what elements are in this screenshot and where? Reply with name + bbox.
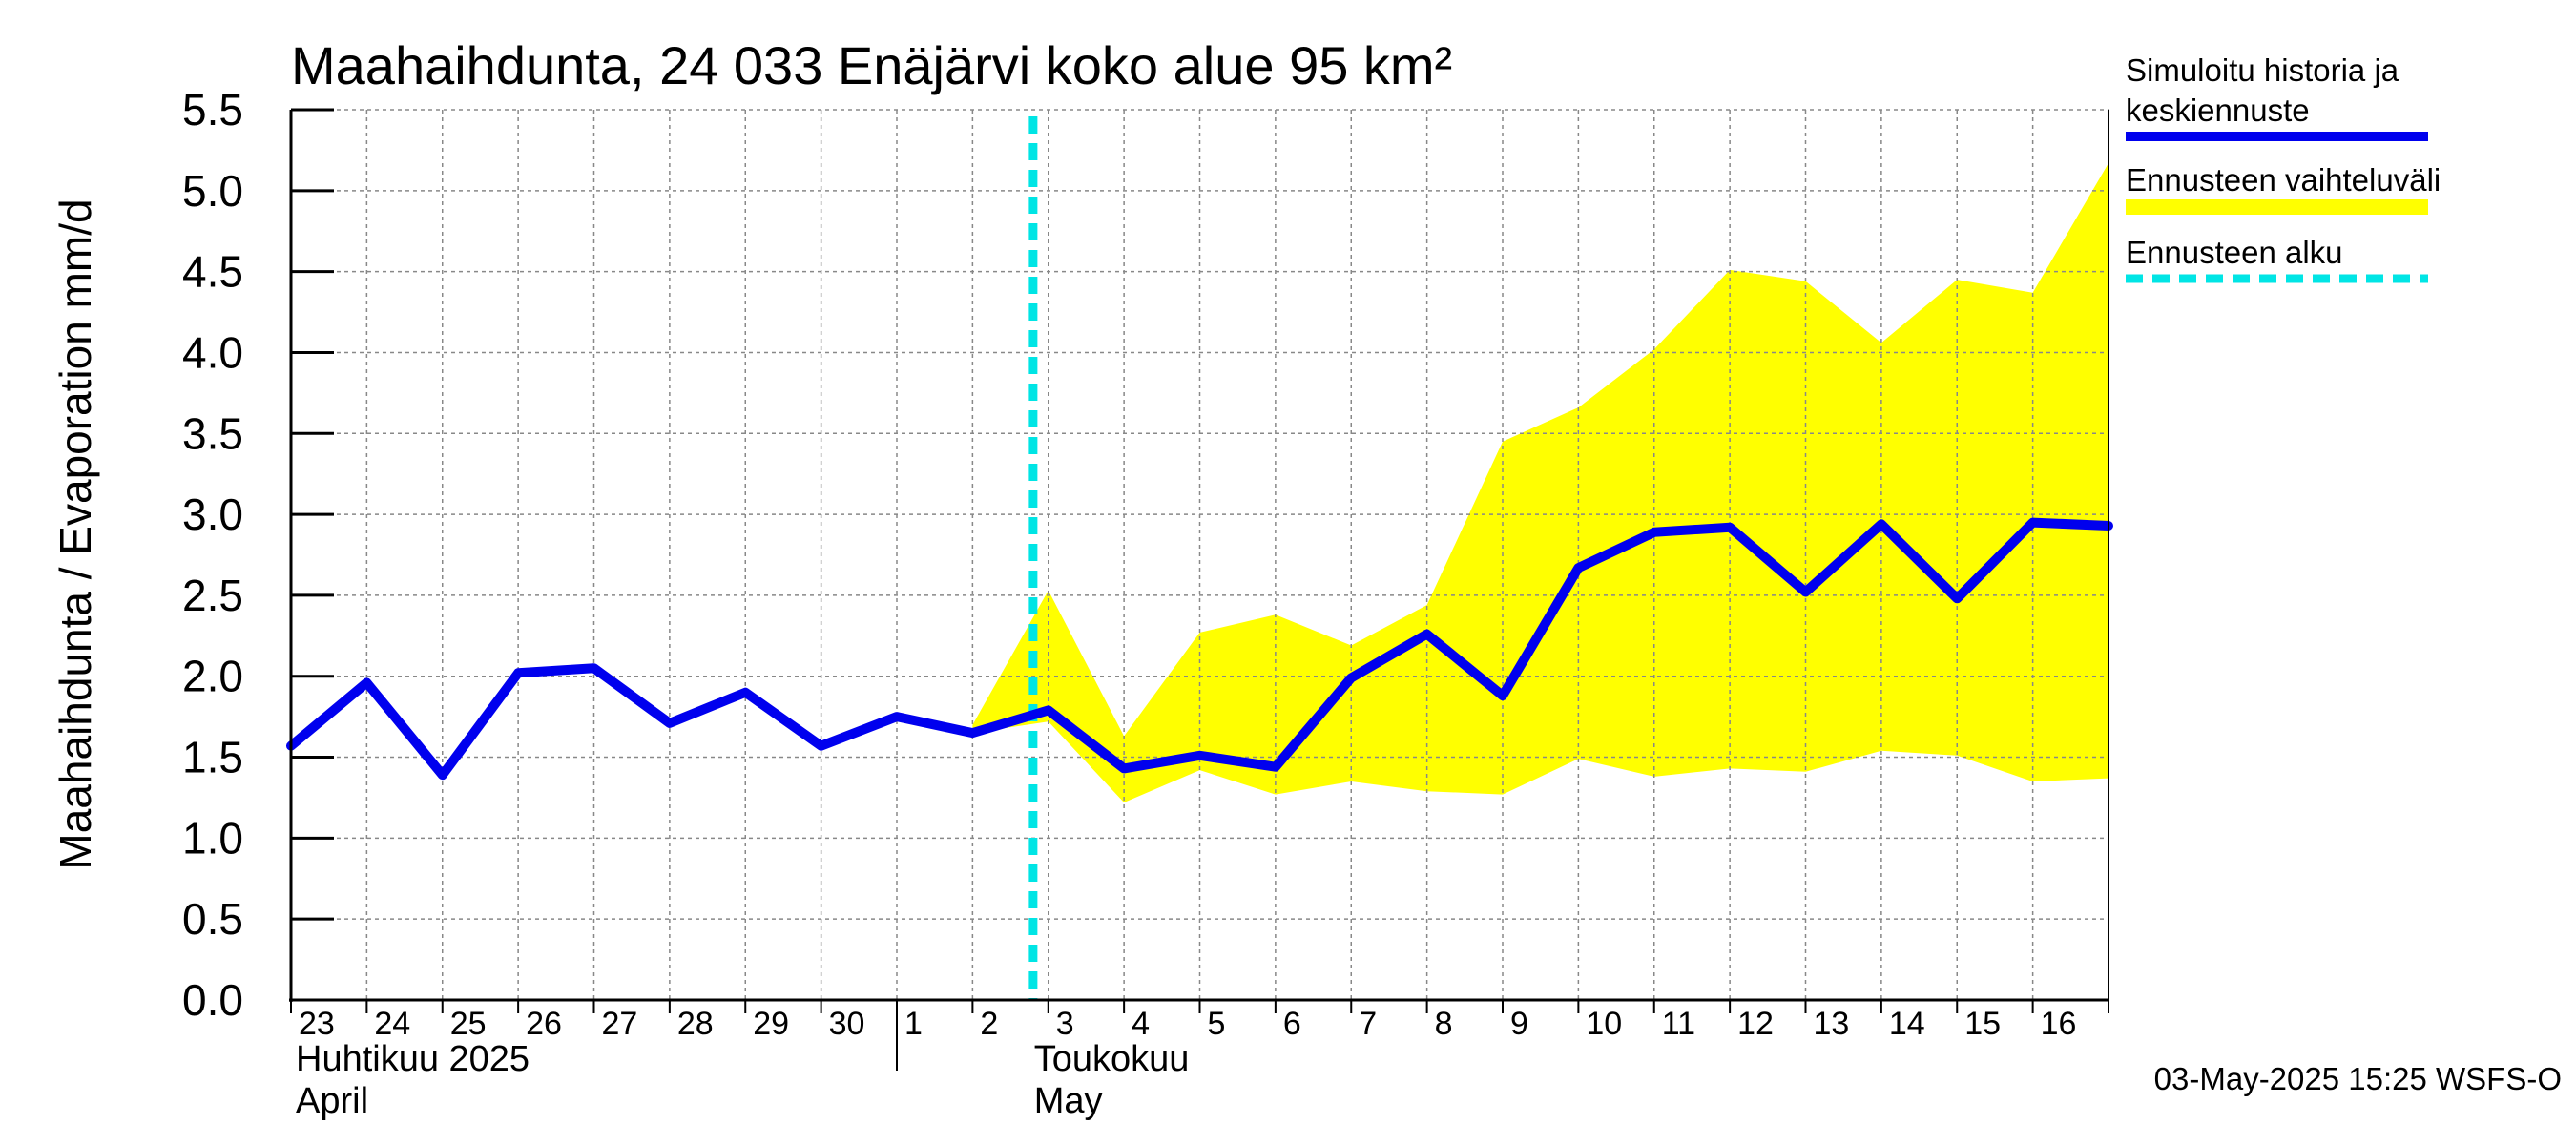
x-tick-label: 23 — [299, 1006, 335, 1042]
x-tick-label: 6 — [1283, 1006, 1301, 1042]
month-label-english: May — [1034, 1081, 1103, 1121]
chart-title: Maahaihdunta, 24 033 Enäjärvi koko alue … — [291, 35, 1452, 95]
y-tick-labels: 0.0 0.5 1.0 1.5 2.0 2.5 3.0 3.5 4.0 4.5 5.0 5.5 — [182, 85, 334, 1025]
month-label-finnish: Toukokuu — [1034, 1039, 1190, 1079]
x-tick-label: 11 — [1662, 1006, 1695, 1042]
y-tick-label: 3.5 — [182, 408, 243, 458]
x-tick-label: 5 — [1207, 1006, 1225, 1042]
legend-label-range: Ennusteen vaihteluväli — [2126, 162, 2441, 198]
x-tick-label: 14 — [1889, 1006, 1925, 1042]
y-tick-label: 4.0 — [182, 327, 243, 377]
y-tick-label: 1.0 — [182, 813, 243, 863]
y-tick-label: 0.0 — [182, 975, 243, 1025]
legend-label-forecast-start: Ennusteen alku — [2126, 235, 2343, 270]
month-label-finnish: Huhtikuu 2025 — [296, 1039, 530, 1079]
series-lines — [286, 517, 2113, 781]
x-tick-labels: 23 24 25 26 27 28 29 30 1 2 3 4 5 6 7 8 9 10 11 12 13 14 15 16 — [290, 1000, 2109, 1042]
y-tick-label: 5.0 — [182, 166, 243, 216]
x-tick-label: 10 — [1586, 1006, 1622, 1042]
x-tick-label: 16 — [2041, 1006, 2077, 1042]
y-tick-label: 0.5 — [182, 894, 243, 944]
x-tick-label: 26 — [526, 1006, 562, 1042]
y-axis-label: Maahaihdunta / Evaporation mm/d — [51, 198, 100, 869]
y-tick-label: 2.5 — [182, 571, 243, 620]
x-tick-label: 12 — [1737, 1006, 1774, 1042]
y-tick-label: 2.0 — [182, 652, 243, 701]
month-label-english: April — [296, 1081, 368, 1121]
timestamp-footer: 03-May-2025 15:25 WSFS-O — [2154, 1061, 2562, 1096]
forecast-range-band — [972, 163, 2109, 802]
x-tick-label: 9 — [1510, 1006, 1528, 1042]
x-tick-label: 24 — [374, 1006, 410, 1042]
x-tick-label: 4 — [1132, 1006, 1150, 1042]
x-tick-label: 25 — [450, 1006, 487, 1042]
x-tick-label: 30 — [829, 1006, 865, 1042]
x-tick-label: 8 — [1435, 1006, 1453, 1042]
x-tick-label: 3 — [1056, 1006, 1074, 1042]
x-tick-label: 1 — [904, 1006, 923, 1042]
forecast-range-area — [972, 163, 2109, 802]
x-tick-label: 27 — [601, 1006, 637, 1042]
x-tick-label: 2 — [980, 1006, 998, 1042]
x-tick-label: 15 — [1964, 1006, 2001, 1042]
x-tick-label: 28 — [677, 1006, 714, 1042]
x-tick-label: 7 — [1359, 1006, 1377, 1042]
y-tick-label: 1.5 — [182, 733, 243, 782]
y-tick-label: 5.5 — [182, 85, 243, 135]
legend-label-history-line2: keskiennuste — [2126, 93, 2310, 128]
legend-label-history-line1: Simuloitu historia ja — [2126, 52, 2399, 88]
y-tick-label: 3.0 — [182, 489, 243, 539]
x-tick-label: 13 — [1813, 1006, 1849, 1042]
series-line-simulated — [286, 517, 2113, 781]
legend: Simuloitu historia ja keskiennuste Ennus… — [2126, 52, 2441, 283]
y-tick-label: 4.5 — [182, 247, 243, 297]
x-tick-label: 29 — [753, 1006, 789, 1042]
